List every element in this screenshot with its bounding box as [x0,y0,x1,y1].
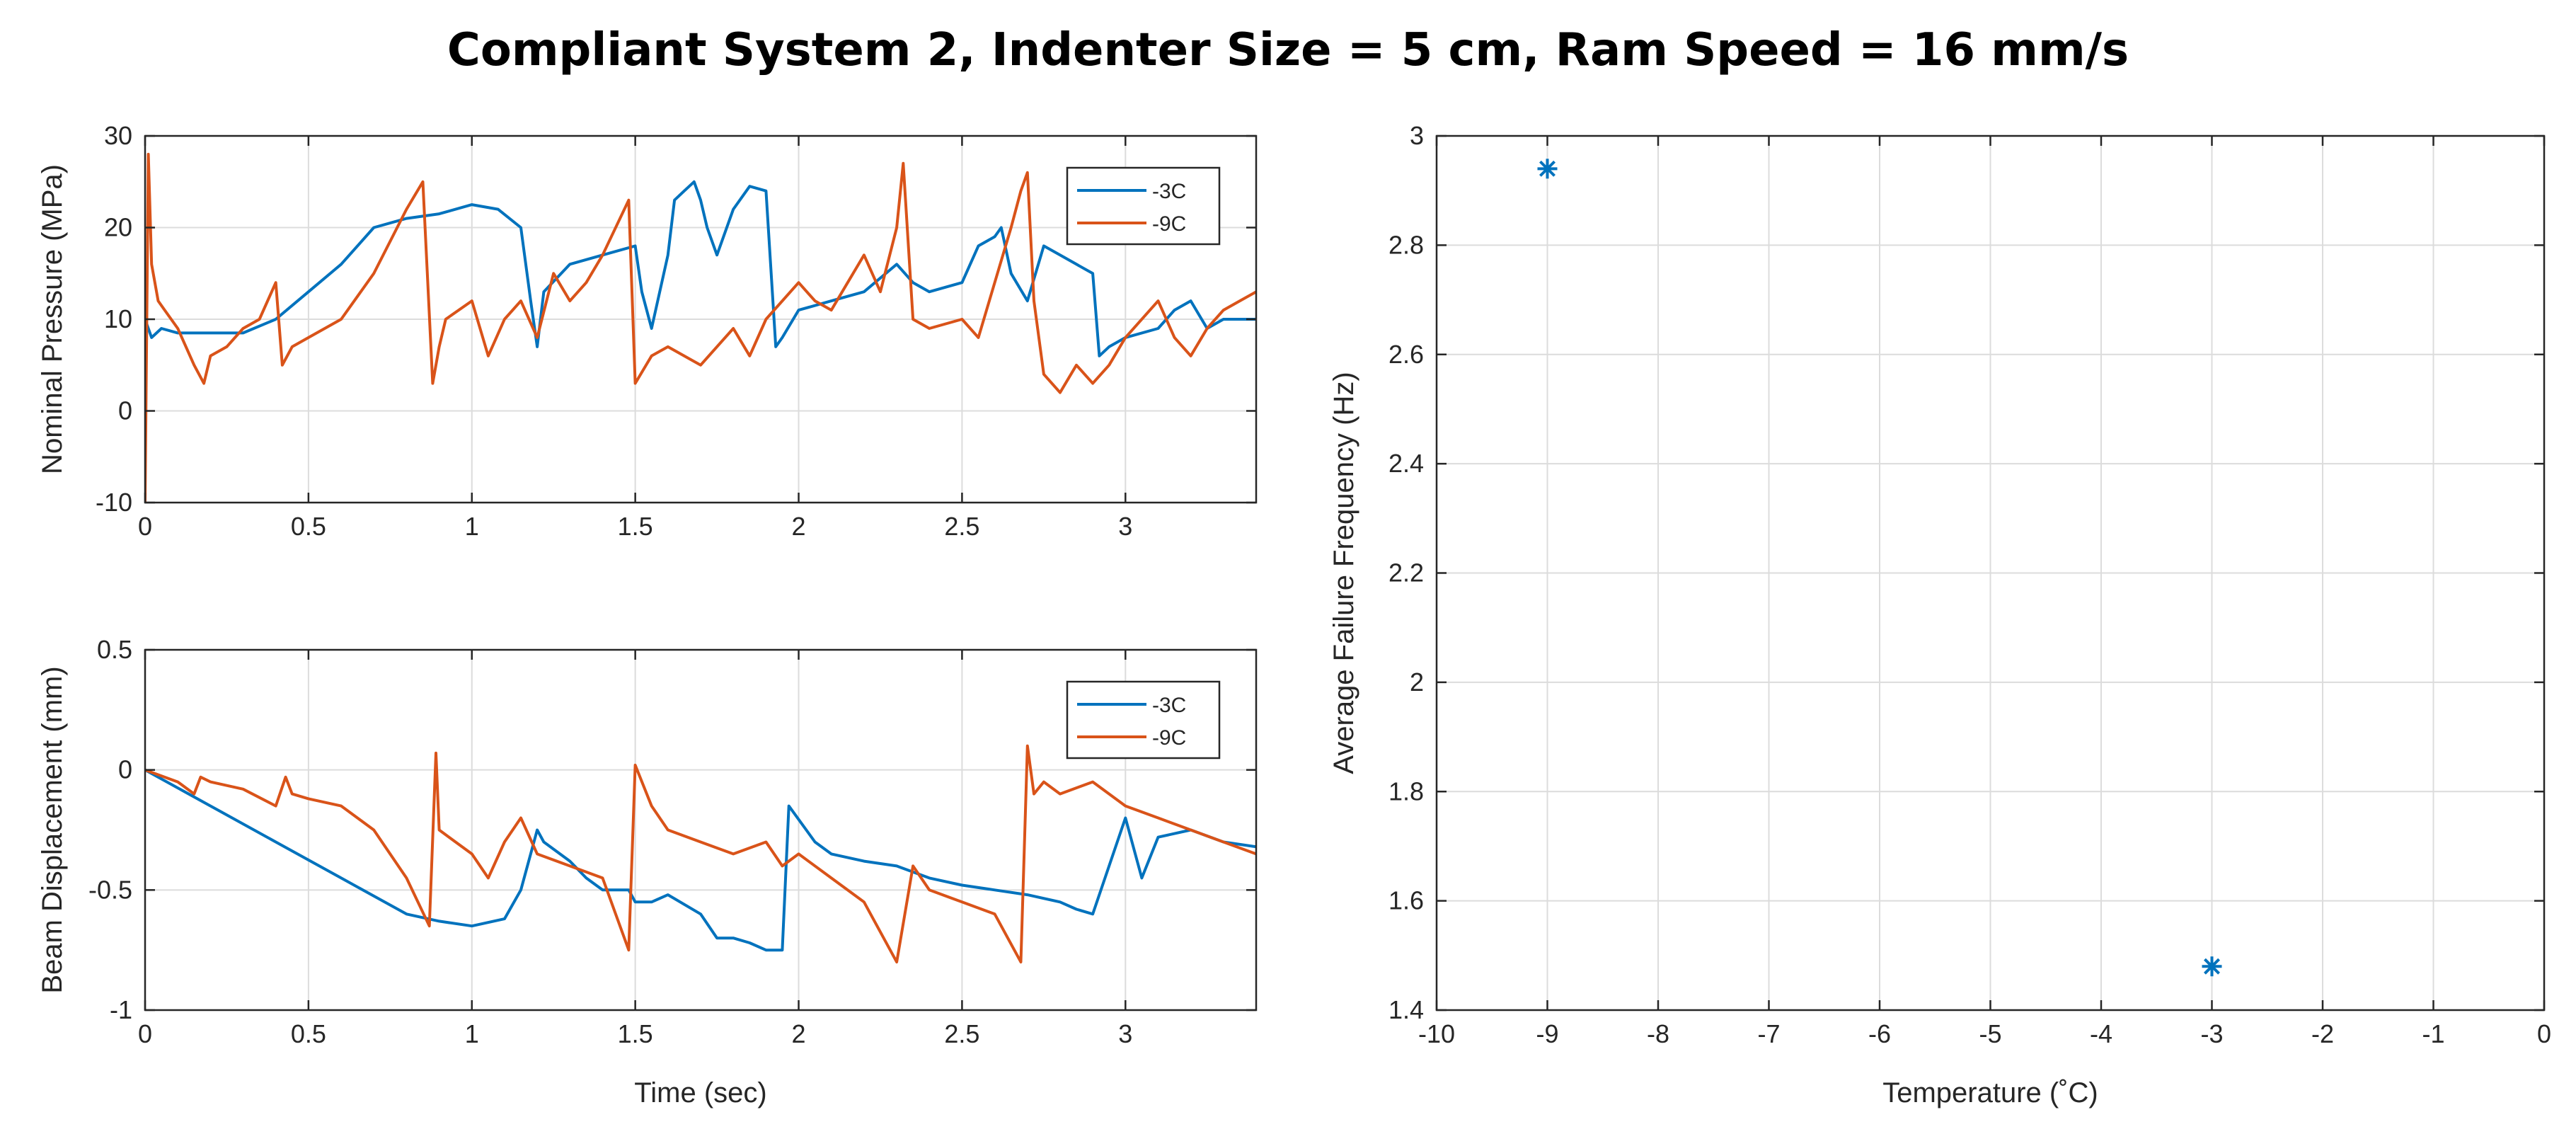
frequency-x-tick-label: -10 [1418,1019,1455,1048]
pressure-legend: -3C-9C [1066,166,1221,246]
displacement-y-tick-label: 0 [118,755,132,784]
displacement-x-tick-label: 1 [465,1019,479,1048]
pressure-legend-box [1066,166,1221,246]
frequency-x-tick-label: -9 [1536,1019,1558,1048]
frequency-x-tick-label: -7 [1757,1019,1780,1048]
displacement-y-tick-label: -1 [110,995,132,1024]
pressure-y-tick-label: 10 [104,304,132,333]
pressure-x-tick-label: 2 [792,512,806,541]
pressure-x-tick-label: 2.5 [944,512,979,541]
displacement-y-tick-label: -0.5 [88,875,132,904]
displacement-y-axis-label: Beam Displacement (mm) [37,666,68,993]
pressure-x-tick-label: 1.5 [618,512,653,541]
frequency-y-tick-label: 2.4 [1388,449,1424,478]
pressure-y-tick-label: -10 [96,488,132,517]
frequency-point [1537,159,1558,179]
frequency-y-tick-label: 2 [1410,667,1424,697]
frequency-y-tick-label: 2.8 [1388,230,1424,259]
pressure-y-axis-label: Nominal Pressure (MPa) [37,164,68,474]
figure-title: Compliant System 2, Indenter Size = 5 cm… [447,24,2129,76]
frequency-y-tick-label: 1.4 [1388,995,1424,1024]
frequency-y-tick-label: 3 [1410,121,1424,150]
displacement-x-tick-label: 1.5 [618,1019,653,1048]
displacement-x-tick-label: 3 [1118,1019,1132,1048]
frequency-y-tick-label: 1.6 [1388,886,1424,915]
frequency-x-tick-label: -2 [2311,1019,2334,1048]
pressure-y-tick-label: 30 [104,121,132,150]
pressure-legend-label: -3C [1152,180,1186,203]
displacement-chart: 0 0.5 1 1.5 2 2.5 3 -1 -0.5 0 0.5 Time (sec) Beam Di… [37,635,1258,1108]
pressure-series-9C [145,152,1256,503]
pressure-series-3C [145,180,1256,357]
displacement-x-axis-label: Time (sec) [634,1077,766,1108]
pressure-x-tick-label: 0.5 [291,512,326,541]
displacement-legend: -3C-9C [1066,680,1221,760]
displacement-series-9C [145,744,1256,964]
pressure-x-tick-label: 3 [1118,512,1132,541]
frequency-y-tick-label: 2.2 [1388,558,1424,588]
displacement-legend-box [1066,680,1221,760]
displacement-axes-frame [144,648,1258,1012]
displacement-x-tick-label: 2 [792,1019,806,1048]
frequency-x-tick-label: -1 [2422,1019,2444,1048]
frequency-chart: -10 -9 -8 -7 -6 -5 -4 -3 -2 -1 01.41.61.822.22.42.… [1328,121,2551,1108]
frequency-y-tick-label: 2.6 [1388,340,1424,369]
frequency-point [2202,956,2222,977]
pressure-y-tick-label: 20 [104,213,132,242]
displacement-x-tick-label: 2.5 [944,1019,979,1048]
displacement-y-tick-label: 0.5 [97,635,132,664]
frequency-x-tick-label: -8 [1647,1019,1669,1048]
displacement-x-tick-label: 0.5 [291,1019,326,1048]
frequency-x-tick-label: -3 [2200,1019,2223,1048]
frequency-x-tick-label: 0 [2537,1019,2551,1048]
frequency-x-tick-label: -5 [1979,1019,2001,1048]
displacement-legend-label: -9C [1152,726,1186,750]
frequency-x-tick-label: -4 [2090,1019,2112,1048]
pressure-y-tick-label: 0 [118,396,132,425]
frequency-y-axis-label: Average Failure Frequency (Hz) [1328,372,1359,774]
frequency-x-axis-label: Temperature (˚C) [1882,1077,2098,1108]
displacement-x-tick-label: 0 [138,1019,152,1048]
frequency-x-tick-label: -6 [1868,1019,1891,1048]
displacement-series-3C [145,768,1256,952]
pressure-x-tick-label: 0 [138,512,152,541]
frequency-y-tick-label: 1.8 [1388,777,1424,806]
pressure-x-tick-label: 1 [465,512,479,541]
displacement-legend-label: -3C [1152,694,1186,717]
pressure-legend-label: -9C [1152,212,1186,236]
